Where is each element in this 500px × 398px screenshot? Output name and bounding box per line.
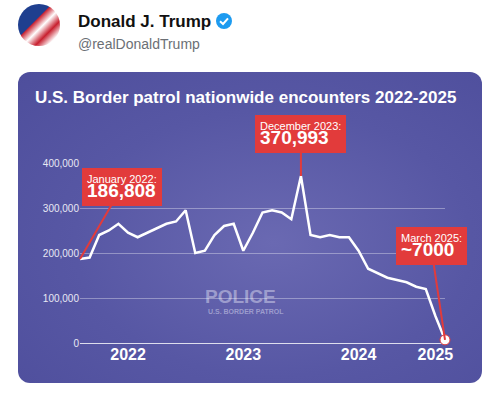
svg-text:300,000: 300,000 [43,203,80,214]
svg-text:400,000: 400,000 [43,158,80,169]
svg-text:2024: 2024 [341,346,377,363]
html-text:U.S. BORDER PATROL: U.S. BORDER PATROL [208,308,284,315]
html-text:Donald J. Trump: Donald J. Trump [78,12,212,31]
svg-text:March 2025:~7000: March 2025:~7000 [401,232,462,260]
svg-text:January 2022:186,808: January 2022:186,808 [87,173,157,201]
svg-text:100,000: 100,000 [43,293,80,304]
html-text:@realDonaldTrump: @realDonaldTrump [78,36,200,52]
svg-text:200,000: 200,000 [43,248,80,259]
svg-text:2023: 2023 [225,346,261,363]
svg-text:December 2023:370,993: December 2023:370,993 [260,120,341,148]
svg-text:U.S. Border patrol nationwide: U.S. Border patrol nationwide encounters… [35,88,456,107]
html-text:POLICE: POLICE [205,286,276,307]
svg-text:2025: 2025 [418,346,454,363]
svg-text:0: 0 [73,338,79,349]
svg-text:2022: 2022 [110,346,146,363]
